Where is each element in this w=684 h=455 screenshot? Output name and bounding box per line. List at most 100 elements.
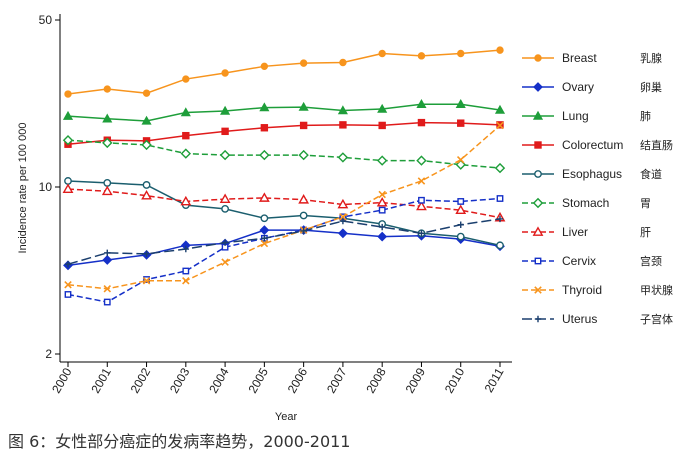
legend-item-thyroid: Thyroid 甲状腺 — [522, 283, 673, 297]
data-point — [299, 121, 308, 130]
data-point — [62, 110, 74, 120]
data-point — [456, 156, 465, 164]
data-point — [221, 127, 229, 136]
data-point — [417, 52, 426, 60]
data-point — [299, 211, 308, 220]
data-point — [377, 231, 388, 242]
data-point — [261, 235, 268, 242]
legend-label-cn: 肺 — [640, 110, 651, 123]
data-point — [496, 195, 504, 202]
data-point — [260, 214, 269, 223]
data-point — [64, 90, 72, 98]
legend: Breast 乳腺 Ovary 卵巢 Lung 肺 Colorectum 结直肠 Esophag… — [522, 51, 673, 326]
series-liver — [62, 183, 506, 222]
legend-label-cn: 宫颈 — [640, 254, 662, 268]
data-point — [377, 103, 388, 113]
data-point — [64, 280, 72, 289]
series-lung — [62, 99, 506, 125]
legend-label: Ovary — [562, 80, 594, 94]
data-point — [143, 250, 150, 258]
data-point — [142, 277, 151, 285]
legend-item-ovary: Ovary 卵巢 — [522, 80, 662, 94]
legend-item-colorectum: Colorectum 结直肠 — [522, 138, 673, 152]
x-tick-label: 2010 — [442, 365, 468, 395]
legend-label: Lung — [562, 109, 589, 123]
data-point — [258, 192, 270, 202]
data-point — [496, 121, 504, 130]
data-point — [182, 75, 190, 83]
figure-caption: 图 6：女性部分癌症的发病率趋势，2000-2011 — [8, 432, 351, 451]
data-point — [299, 59, 308, 67]
data-point — [64, 177, 72, 185]
series-line-cervix — [67, 197, 501, 303]
data-point — [221, 204, 229, 213]
x-tick-label: 2002 — [128, 365, 154, 395]
x-tick-label: 2003 — [167, 365, 193, 395]
data-point — [101, 185, 113, 196]
data-point — [417, 118, 426, 127]
data-point — [496, 46, 504, 54]
data-point — [182, 131, 190, 140]
data-point — [533, 82, 543, 92]
series-esophagus — [64, 177, 504, 250]
data-point — [457, 119, 465, 127]
data-point — [180, 148, 192, 159]
legend-label: Cervix — [562, 254, 596, 268]
data-point — [141, 115, 152, 125]
data-point — [378, 223, 386, 231]
data-point — [455, 204, 467, 215]
data-point — [339, 58, 347, 67]
y-tick-label: 2 — [45, 347, 52, 361]
legend-label-cn: 肝 — [640, 226, 651, 239]
data-point — [457, 221, 464, 228]
data-point — [219, 193, 231, 203]
data-point — [417, 177, 426, 185]
legend-label-cn: 甲状腺 — [640, 283, 673, 297]
data-point — [260, 239, 269, 248]
x-tick-label: 2011 — [482, 365, 507, 395]
y-ticks: 2 10 50 — [39, 13, 60, 361]
data-point — [418, 230, 425, 237]
data-point — [534, 141, 542, 149]
legend-item-esophagus: Esophagus 食道 — [522, 167, 662, 181]
y-tick-label: 10 — [39, 180, 53, 194]
data-point — [457, 198, 465, 205]
series-layer — [62, 46, 506, 306]
legend-item-liver: Liver 肝 — [522, 225, 651, 239]
x-tick-label: 2001 — [88, 365, 114, 395]
data-point — [298, 149, 309, 161]
x-tick-label: 2004 — [206, 365, 232, 395]
legend-label: Stomach — [562, 196, 609, 210]
data-point — [219, 149, 231, 161]
data-point — [416, 99, 427, 108]
data-point — [416, 200, 427, 211]
data-point — [339, 213, 347, 221]
legend-label-cn: 结直肠 — [640, 138, 673, 152]
data-point — [496, 215, 504, 223]
data-point — [534, 54, 542, 62]
data-point — [534, 315, 542, 323]
data-point — [103, 285, 112, 293]
data-point — [104, 249, 111, 257]
data-point — [534, 257, 542, 265]
data-point — [221, 239, 229, 246]
data-point — [532, 110, 544, 120]
data-point — [103, 179, 112, 187]
legend-label: Uterus — [562, 312, 597, 326]
series-line-ovary — [67, 229, 501, 267]
data-point — [102, 137, 113, 149]
data-point — [221, 258, 229, 266]
x-tick-label: 2006 — [285, 365, 311, 395]
data-point — [221, 69, 229, 77]
data-point — [337, 198, 349, 209]
data-point — [376, 197, 388, 207]
legend-item-uterus: Uterus 子宫体 — [522, 312, 673, 326]
data-point — [534, 286, 542, 294]
data-point — [418, 196, 425, 204]
series-line-lung — [67, 103, 501, 122]
legend-label-cn: 乳腺 — [640, 51, 662, 65]
legend-item-lung: Lung 肺 — [522, 109, 651, 123]
data-point — [102, 113, 113, 123]
series-colorectum — [64, 118, 504, 148]
